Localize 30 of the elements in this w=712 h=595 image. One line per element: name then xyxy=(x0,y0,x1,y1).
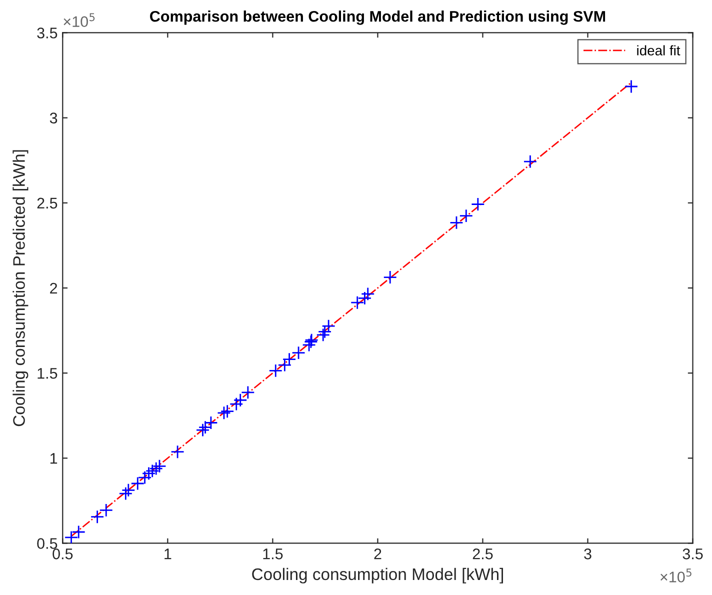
point xyxy=(170,444,184,459)
text: ×10$^{5}$ xyxy=(64,13,95,28)
point xyxy=(383,270,398,284)
point xyxy=(471,197,485,212)
point xyxy=(360,287,375,301)
chart-title: Comparison between Cooling Model and Prediction using SVM xyxy=(150,10,606,25)
y-tick-label: 2 xyxy=(50,282,58,294)
x-tick-label: 1 xyxy=(164,548,172,560)
x-tick-label: 3 xyxy=(584,548,592,560)
x-axis-title: Cooling consumption Model [kWh] xyxy=(252,568,503,584)
y-tick-label: 3.5 xyxy=(37,28,58,38)
point xyxy=(217,406,231,420)
x-tick-label: 2 xyxy=(374,548,382,560)
legend-label: ideal fit xyxy=(637,45,680,56)
point xyxy=(450,216,464,230)
y-tick-label: 1.5 xyxy=(38,368,58,379)
text: ×10$^{5}$ xyxy=(660,568,692,582)
y-axis-title: Cooling consumption Predicted [kWh] xyxy=(12,150,28,426)
point xyxy=(624,80,638,94)
point xyxy=(523,154,538,168)
point xyxy=(459,208,474,223)
point xyxy=(302,338,316,352)
point xyxy=(118,486,133,500)
x-tick-label: 3.5 xyxy=(682,548,703,560)
x-tick-label: 1.5 xyxy=(263,548,283,560)
y-tick-label: 0.5 xyxy=(37,538,58,549)
y-tick-label: 3 xyxy=(50,112,58,124)
x-tick-label: 2.5 xyxy=(472,548,493,560)
y-tick-label: 2.5 xyxy=(37,198,58,209)
y-tick-label: 1 xyxy=(50,453,58,464)
